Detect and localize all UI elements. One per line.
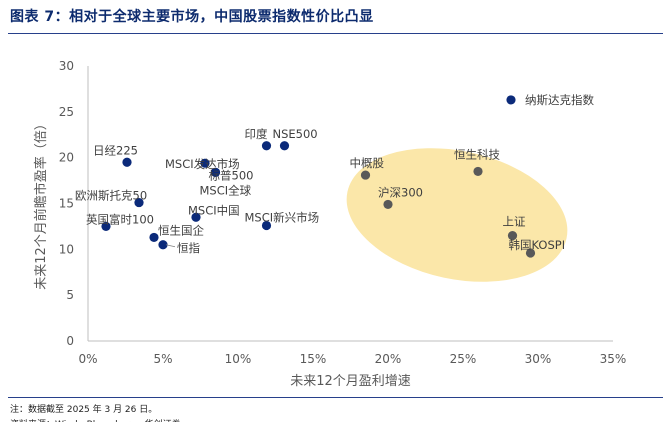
y-tick-label: 5 [66, 288, 74, 302]
data-point-label: 上证 [503, 215, 526, 229]
x-axis-title: 未来12个月盈利增速 [290, 374, 411, 389]
x-tick-label: 15% [300, 352, 327, 366]
x-tick-label: 10% [225, 352, 252, 366]
data-point-label: 标普500 [209, 168, 254, 182]
footer-divider [8, 397, 663, 398]
x-tick-label: 35% [600, 352, 627, 366]
y-tick-label: 20 [59, 151, 74, 165]
label-leader-line [165, 244, 176, 248]
data-point-label: 中概股 [350, 156, 385, 170]
data-point-label: 恒生科技 [454, 147, 500, 161]
data-point-label: 纳斯达克指数 [525, 93, 594, 107]
x-tick-label: 5% [153, 352, 172, 366]
data-point [101, 221, 111, 232]
y-tick-label: 15 [59, 197, 74, 211]
y-tick-label: 0 [66, 334, 74, 348]
data-point-label: 恒生国企 [158, 223, 204, 237]
data-point-label: 恒指 [177, 241, 200, 255]
data-point-label: 沪深300 [378, 185, 423, 199]
data-point [191, 212, 201, 222]
data-point-label: 印度 [245, 127, 268, 141]
data-point-label: 日经225 [93, 143, 138, 157]
y-tick-label: 10 [59, 242, 74, 256]
china-highlight-ellipse [346, 148, 568, 282]
data-point [507, 230, 518, 241]
data-point [122, 157, 132, 167]
y-axis-title: 未来12个月前瞻市盈率（倍） [33, 117, 49, 290]
data-point [158, 240, 168, 250]
footnote: 注：数据截至 2025 年 3 月 26 日。 [10, 405, 158, 415]
data-point [261, 141, 272, 151]
data-point [210, 167, 221, 177]
data-point [261, 220, 272, 231]
x-tick-label: 20% [375, 352, 402, 366]
data-point [506, 95, 516, 105]
data-point [383, 199, 393, 210]
chart-title: 图表 7：相对于全球主要市场，中国股票指数性价比凸显 [10, 9, 374, 25]
source-note: 资料来源：Wind，Bloomberg，华创证券 [10, 417, 181, 422]
data-point-label: MSCI新兴市场 [245, 211, 320, 225]
data-point [360, 170, 371, 180]
y-tick-label: 25 [59, 105, 74, 119]
scatter-chart: 0% 5% 10% 15% 20% 25% 30% 35% 0 5 10 15 20 25 30 纳斯达克指… [33, 59, 627, 389]
data-point-label: NSE500 [273, 127, 318, 141]
data-point [279, 141, 290, 151]
data-point-label: MSCI中国 [188, 203, 240, 217]
data-point-label: 韩国KOSPI [509, 238, 566, 252]
title-divider [8, 33, 663, 34]
x-tick-label: 0% [78, 352, 97, 366]
x-tick-label: 25% [450, 352, 477, 366]
data-point-label: 英国富时100 [86, 212, 154, 226]
y-tick-label: 30 [59, 59, 74, 73]
data-point [525, 248, 536, 258]
x-tick-label: 30% [525, 352, 552, 366]
data-point [473, 166, 483, 177]
data-point [134, 197, 144, 208]
data-point [149, 232, 159, 243]
data-point-label: MSCI发达市场 [165, 157, 240, 171]
data-point [200, 158, 210, 168]
data-point-label: 欧洲斯托克50 [75, 189, 147, 203]
data-point-label: MSCI全球 [200, 183, 252, 197]
